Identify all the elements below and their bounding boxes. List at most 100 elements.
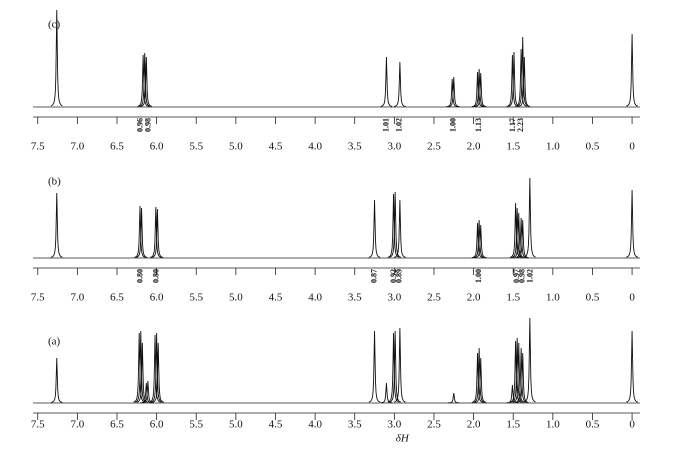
x-tick-label: 3.0 [387, 141, 401, 153]
integral-label: 0.89 [395, 269, 404, 283]
x-tick-label: 2.5 [427, 419, 441, 431]
x-tick-label: 3.5 [348, 292, 362, 304]
integral-label: 2.23 [516, 118, 525, 132]
x-tick-label: 1.0 [546, 419, 560, 431]
x-tick-label: 2.0 [467, 141, 481, 153]
peak [138, 52, 151, 107]
peak [368, 330, 381, 403]
x-tick-label: 2.5 [427, 292, 441, 304]
peak [380, 56, 393, 107]
x-tick-label: 6.5 [110, 419, 124, 431]
peak [626, 330, 638, 403]
x-tick-label: 2.5 [427, 141, 441, 153]
panel-label: (c) [48, 19, 61, 31]
x-tick-label: 0.5 [586, 292, 600, 304]
x-tick-label: 3.0 [387, 292, 401, 304]
peak [516, 36, 529, 107]
peak [152, 342, 165, 403]
peak [133, 332, 146, 403]
peak [394, 199, 406, 258]
x-tick-label: 2.0 [467, 292, 481, 304]
x-tick-label: 0.5 [586, 419, 600, 431]
x-tick-label: 2.0 [467, 419, 481, 431]
x-tick-label: 7.0 [71, 292, 85, 304]
integral-label: 1.01 [381, 118, 390, 132]
peak [448, 392, 460, 404]
x-tick-label: 4.5 [269, 292, 283, 304]
peak [394, 327, 406, 403]
peak [387, 193, 400, 258]
x-tick-label: 3.0 [387, 419, 401, 431]
peak [626, 33, 638, 107]
peak [511, 207, 523, 258]
peak [518, 56, 531, 107]
integral-label: 0.98 [144, 118, 153, 132]
peak [515, 48, 527, 107]
x-tick-label: 5.5 [189, 419, 203, 431]
x-tick-label: 1.5 [506, 141, 520, 153]
x-tick-label: 0.5 [586, 141, 600, 153]
peak [387, 332, 400, 403]
x-tick-label: 6.0 [150, 292, 164, 304]
integral-label: 0.92 [389, 269, 398, 283]
x-tick-label: 0 [629, 419, 635, 431]
integral-label: 1.17 [508, 118, 517, 132]
integral-label: 1.13 [474, 118, 483, 132]
x-tick-label: 4.0 [308, 141, 322, 153]
peak [149, 334, 161, 403]
integral-label: 0.97 [512, 269, 521, 283]
peak [516, 352, 529, 403]
x-tick-label: 4.0 [308, 292, 322, 304]
integral-label: 0.80 [136, 269, 145, 283]
x-tick-label: 5.5 [189, 141, 203, 153]
panel-label: (a) [48, 336, 61, 348]
x-tick-label: 5.0 [229, 419, 243, 431]
peak [50, 9, 63, 107]
x-tick-label: 1.5 [506, 419, 520, 431]
integral-label: 0.87 [369, 269, 378, 283]
x-tick-label: 6.0 [150, 141, 164, 153]
integral-label: 1.00 [474, 269, 483, 283]
x-tick-label: 7.5 [31, 292, 45, 304]
x-tick-label: 3.5 [348, 419, 362, 431]
x-tick-label: 7.0 [71, 419, 85, 431]
x-tick-label: 1.5 [506, 292, 520, 304]
x-tick-label: 7.5 [31, 419, 45, 431]
peak [137, 54, 149, 107]
peak [135, 207, 148, 258]
peak [150, 206, 162, 258]
peak [516, 219, 529, 258]
peak [471, 352, 484, 403]
peak [512, 212, 525, 258]
peak [150, 332, 163, 403]
x-tick-label: 7.0 [71, 141, 85, 153]
peak [368, 199, 381, 258]
integral-label: 1.02 [395, 118, 404, 132]
integral-label: 0.80 [151, 269, 160, 283]
peak [473, 68, 485, 107]
x-tick-label: 5.0 [229, 292, 243, 304]
peak [473, 219, 485, 258]
peak [512, 342, 525, 403]
x-tick-label: 5.0 [229, 141, 243, 153]
x-tick-label: 6.5 [110, 292, 124, 304]
peak [380, 382, 393, 404]
x-tick-label: 7.5 [31, 141, 45, 153]
peak [523, 177, 536, 258]
peak [474, 357, 487, 403]
peak [626, 189, 638, 258]
peak [474, 224, 487, 259]
peak [394, 61, 406, 107]
x-tick-label: 1.0 [546, 141, 560, 153]
x-tick-label: 3.5 [348, 141, 362, 153]
x-tick-label: 0 [629, 141, 635, 153]
integral-label: 1.02 [525, 269, 534, 283]
x-tick-label: 4.5 [269, 419, 283, 431]
x-tick-label: 0 [629, 292, 635, 304]
peak [142, 380, 154, 404]
peak [50, 192, 63, 258]
x-tick-label: 4.0 [308, 419, 322, 431]
x-tick-label: 4.5 [269, 141, 283, 153]
x-tick-label: 5.5 [189, 292, 203, 304]
